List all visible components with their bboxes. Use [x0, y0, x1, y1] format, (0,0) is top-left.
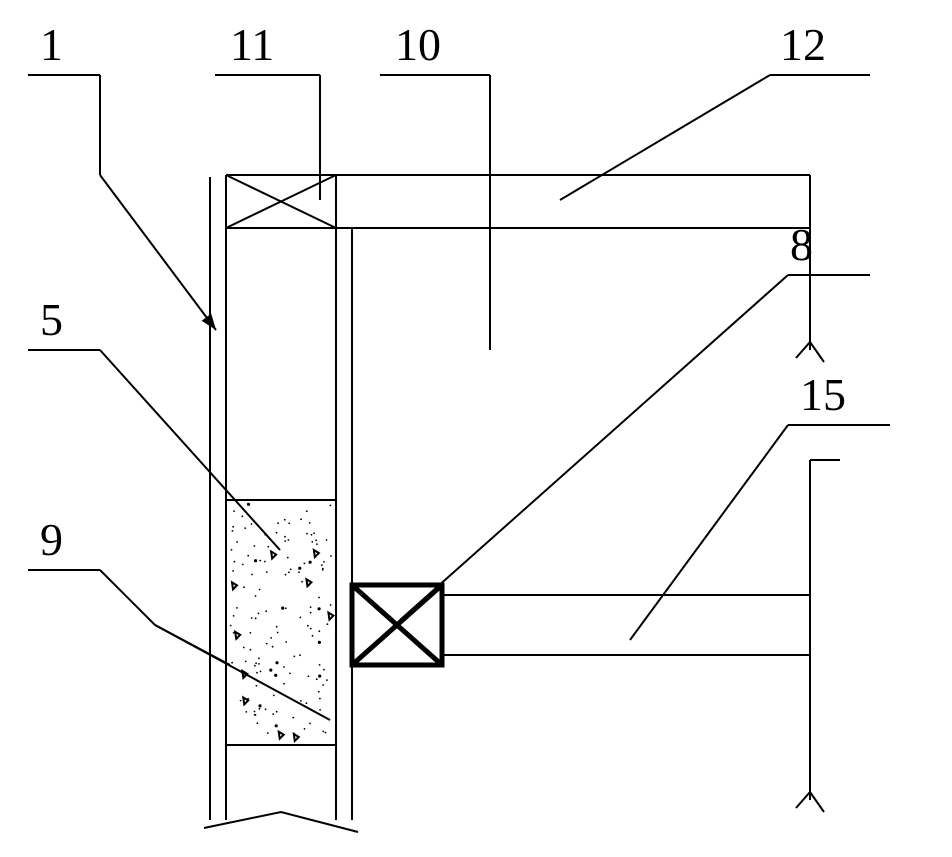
stipple-fill	[230, 503, 334, 741]
callout-label-5: 5	[40, 294, 63, 345]
engineering-diagram: 111101258159	[0, 0, 952, 857]
callout-label-9: 9	[40, 514, 63, 565]
callout-label-10: 10	[395, 19, 441, 70]
callout-label-1: 1	[40, 19, 63, 70]
callout-label-15: 15	[800, 369, 846, 420]
callout-label-11: 11	[230, 19, 274, 70]
callout-label-8: 8	[790, 219, 813, 270]
callout-label-12: 12	[780, 19, 826, 70]
